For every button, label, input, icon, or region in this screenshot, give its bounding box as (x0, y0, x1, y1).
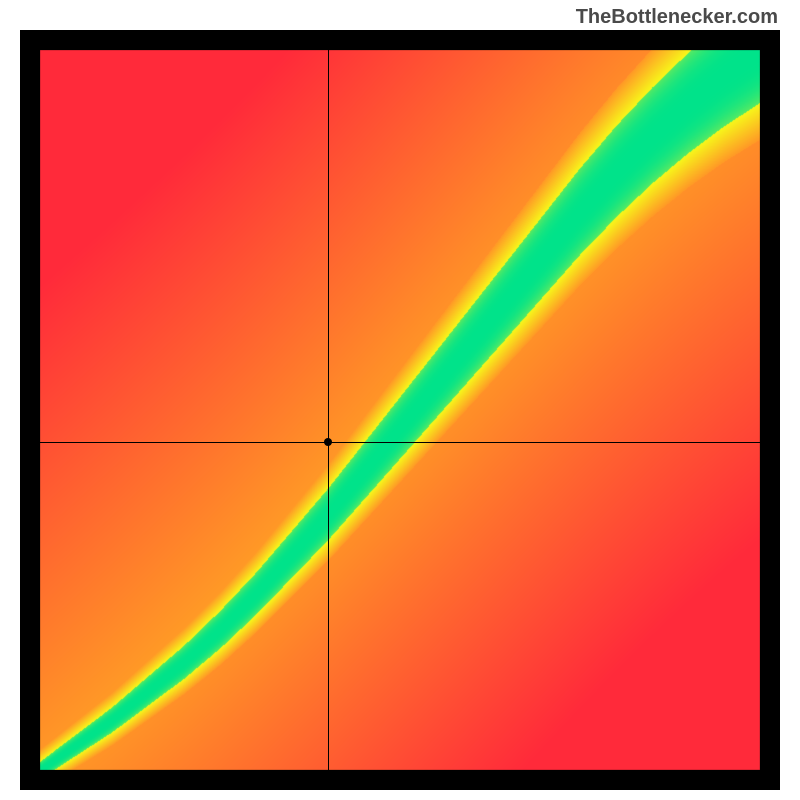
heatmap-canvas (20, 30, 780, 790)
heatmap-chart (20, 30, 780, 790)
crosshair-vertical (328, 50, 329, 770)
crosshair-horizontal (40, 442, 760, 443)
crosshair-marker (324, 438, 332, 446)
watermark-text: TheBottlenecker.com (576, 6, 778, 29)
